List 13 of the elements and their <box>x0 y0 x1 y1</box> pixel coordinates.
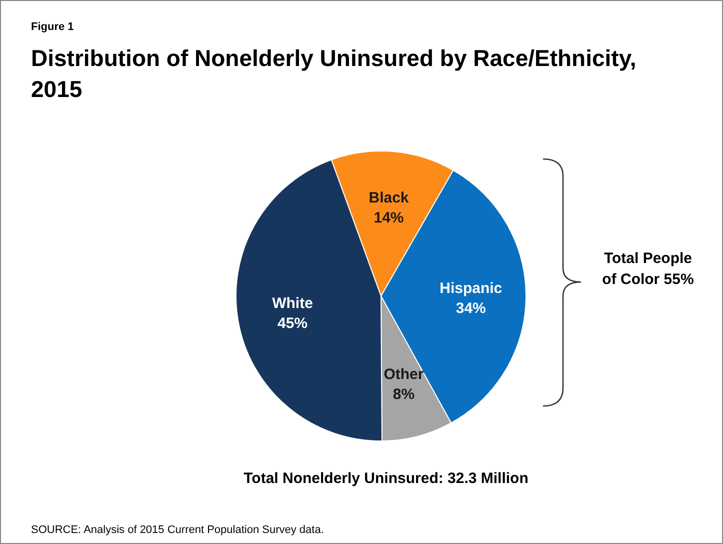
slice-label: Black <box>368 189 410 206</box>
text: Total Nonelderly Uninsured: 32.3 Million <box>242 470 530 487</box>
slice-label: White <box>272 294 313 312</box>
data-label: 34% <box>456 300 486 317</box>
data-label: 45% <box>278 314 308 332</box>
data-label: 14% <box>374 209 404 226</box>
slice-label: Hispanic <box>440 280 502 297</box>
slice-label: Other <box>384 366 424 383</box>
chart-title: Distribution of Nonelderly Uninsured by Race/Ethnicity, 2015 <box>31 44 638 104</box>
data-label: 8% <box>392 386 415 403</box>
text: Total People of Color 55% <box>601 249 695 290</box>
source-note: SOURCE: Analysis of 2015 Current Population Survey data. <box>31 524 324 536</box>
caption: Figure 1 <box>31 21 74 33</box>
